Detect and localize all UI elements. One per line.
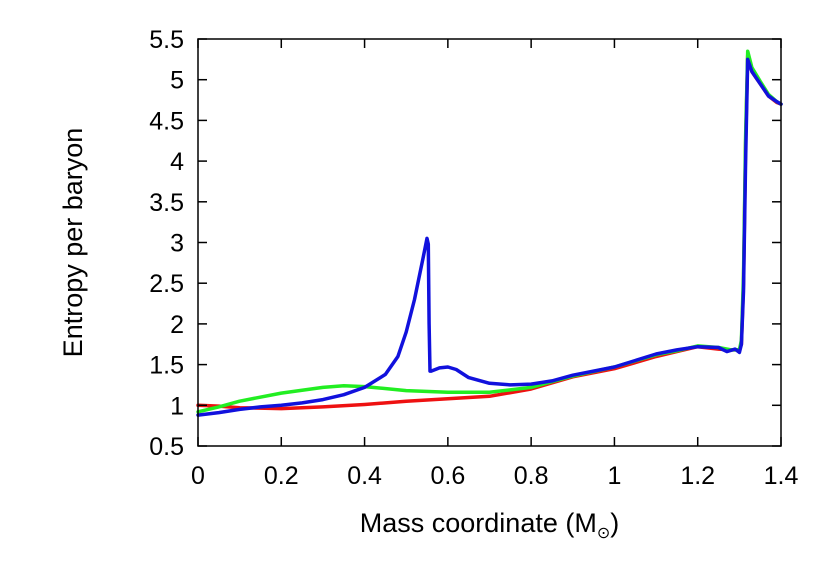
x-tick-label: 0.8	[514, 462, 549, 490]
y-tick-label: 3	[170, 230, 184, 258]
y-axis-label: Entropy per baryon	[58, 128, 88, 358]
y-tick-label: 1	[170, 392, 184, 420]
series-line-3	[196, 57, 783, 417]
x-axis-label: Mass coordinate (M⊙)	[360, 508, 620, 542]
x-tick-label: 0	[191, 462, 205, 490]
series-layer	[196, 49, 783, 417]
y-tick-label: 2.5	[149, 270, 184, 298]
x-tick-label: 1.2	[680, 462, 715, 490]
x-tick-label: 1.4	[764, 462, 799, 490]
x-tick-label: 0.4	[347, 462, 382, 490]
x-tick-label: 0.2	[264, 462, 299, 490]
y-tick-label: 0.5	[149, 433, 184, 461]
y-tick-label: 5	[170, 67, 184, 95]
x-tick-label: 0.6	[430, 462, 465, 490]
y-tick-label: 3.5	[149, 189, 184, 217]
y-tick-label: 5.5	[149, 26, 184, 54]
y-tick-label: 4.5	[149, 107, 184, 135]
x-tick-label: 1	[607, 462, 621, 490]
series-line-2	[196, 49, 783, 414]
y-tick-label: 4	[170, 148, 184, 176]
y-tick-label: 2	[170, 311, 184, 339]
x-axis-label-text: Mass coordinate (M	[360, 508, 597, 538]
solar-mass-symbol: ⊙	[597, 525, 610, 542]
x-axis-label-suffix: )	[610, 508, 619, 538]
y-tick-label: 1.5	[149, 352, 184, 380]
ticks-layer: 0 0.2 0.4 0.6 0.8 1 1.2 1.4 0.5 1 1.5 2 2.5 3 3.5 4 4.5 5…	[149, 26, 798, 490]
series-line-1	[196, 53, 783, 411]
